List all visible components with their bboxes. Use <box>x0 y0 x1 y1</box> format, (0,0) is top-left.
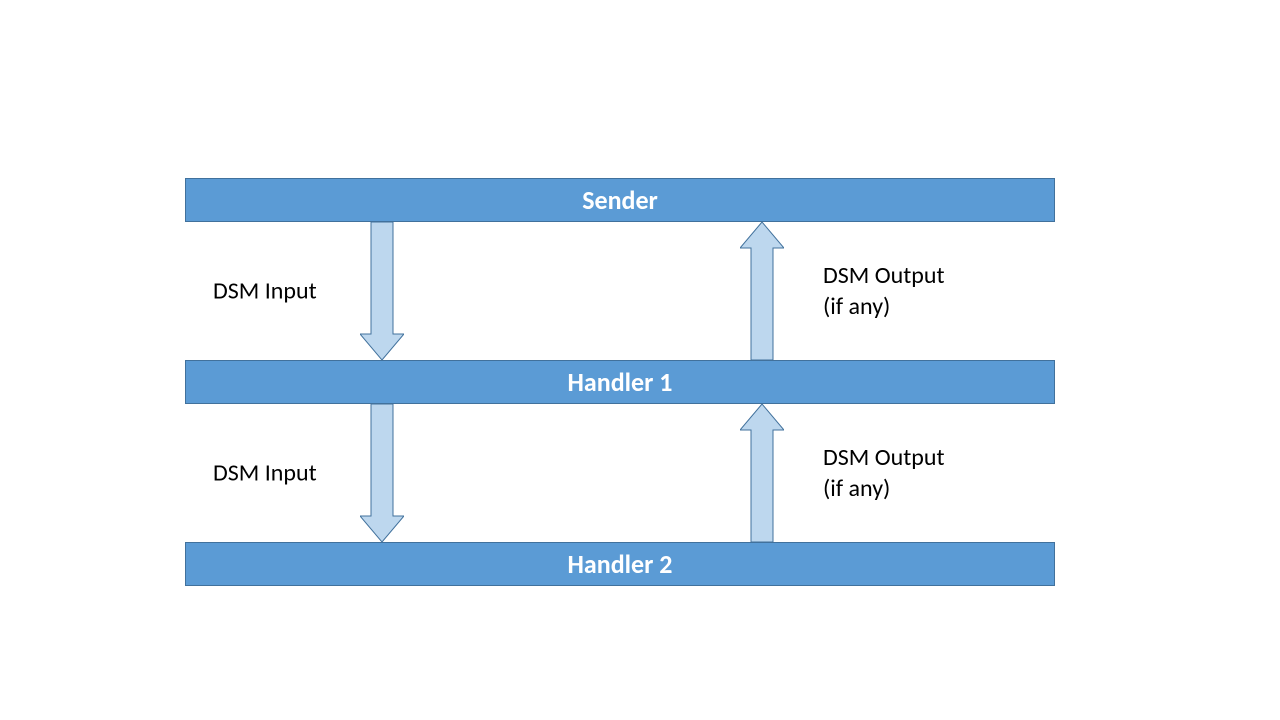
output-label-line1: DSM Output <box>823 261 945 290</box>
arrow-up-icon <box>740 222 784 360</box>
input-label: DSM Input <box>213 457 317 488</box>
arrow-down-icon <box>360 222 404 360</box>
input-label: DSM Input <box>213 275 317 306</box>
gap-1: DSM Input DSM Output (if any) <box>185 222 1055 360</box>
gap-2: DSM Input DSM Output (if any) <box>185 404 1055 542</box>
bar-label: Handler 1 <box>568 366 673 398</box>
bar-sender: Sender <box>185 178 1055 222</box>
output-label: DSM Output (if any) <box>823 260 945 322</box>
bar-handler-2: Handler 2 <box>185 542 1055 586</box>
output-label-line2: (if any) <box>823 292 890 321</box>
output-label-line2: (if any) <box>823 474 890 503</box>
bar-label: Handler 2 <box>568 548 673 580</box>
output-label: DSM Output (if any) <box>823 442 945 504</box>
arrow-down-icon <box>360 404 404 542</box>
bar-label: Sender <box>582 184 658 216</box>
bar-handler-1: Handler 1 <box>185 360 1055 404</box>
output-label-line1: DSM Output <box>823 443 945 472</box>
arrow-up-icon <box>740 404 784 542</box>
